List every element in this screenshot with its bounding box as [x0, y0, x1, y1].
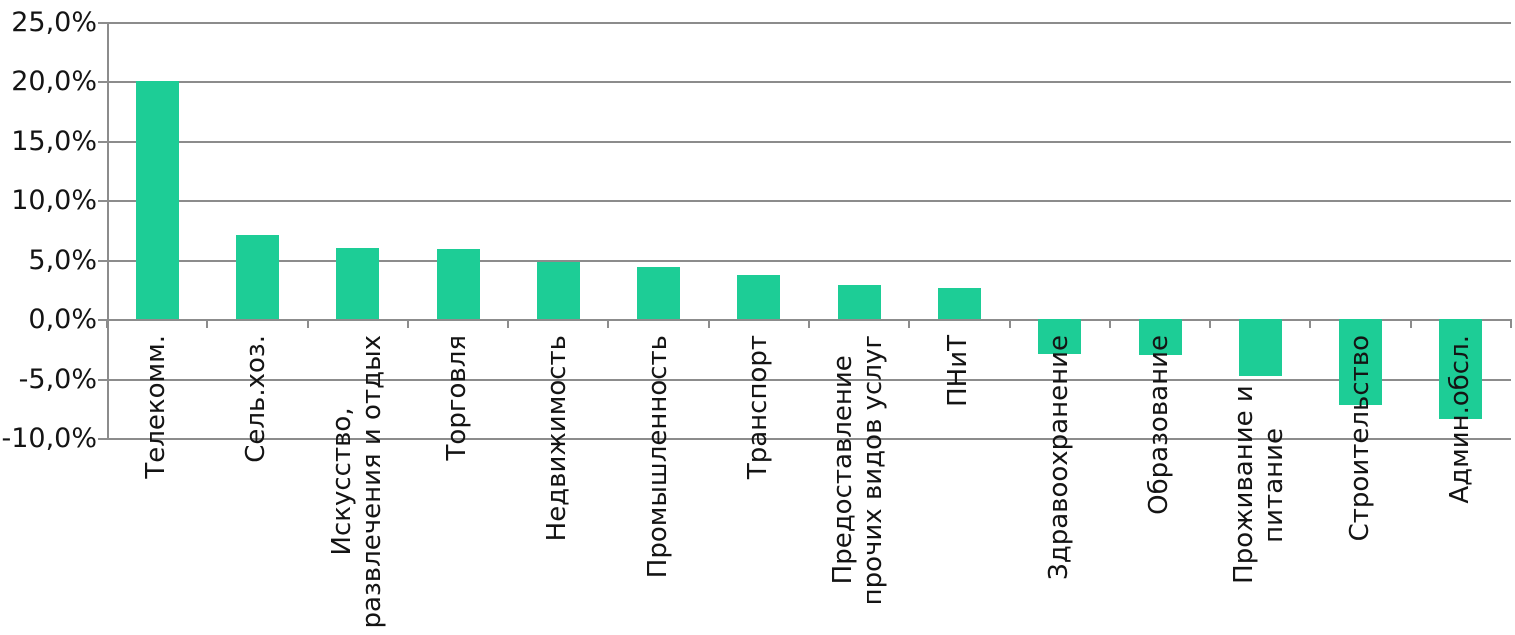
- bar: [937, 288, 981, 320]
- x-axis-tick: [507, 319, 510, 329]
- y-axis-tick-label: 5,0%: [28, 244, 97, 276]
- x-category-label: Транспорт: [742, 335, 773, 480]
- x-axis-tick: [106, 319, 108, 329]
- gridline: [107, 81, 1511, 84]
- y-axis-tick-label: 15,0%: [11, 125, 97, 157]
- x-category-label: Образование: [1144, 335, 1175, 515]
- bar: [436, 249, 480, 320]
- y-axis-tick: [98, 319, 107, 322]
- x-axis-tick: [1008, 319, 1011, 329]
- y-axis-tick-label: 0,0%: [28, 304, 97, 336]
- x-category-label: Проживание и питание: [1229, 385, 1290, 585]
- bar: [837, 284, 881, 320]
- gridline: [107, 200, 1511, 203]
- y-axis-tick-label: 25,0%: [11, 7, 97, 38]
- y-axis-tick: [98, 81, 107, 84]
- y-axis-line: [107, 22, 109, 440]
- gridline: [107, 140, 1511, 143]
- x-category-label: Телекомм.: [141, 335, 172, 479]
- x-axis-tick: [908, 319, 911, 329]
- x-category-label-cell: Админ.обсл.: [1411, 335, 1511, 635]
- bar: [1439, 319, 1483, 419]
- y-axis-tick-label: -5,0%: [18, 363, 97, 395]
- x-category-label-cell: Предоставление прочих видов услуг: [809, 335, 909, 635]
- x-category-label: Промышленность: [642, 335, 673, 579]
- y-axis-tick-label: 20,0%: [11, 66, 97, 98]
- x-axis-tick: [1510, 319, 1512, 329]
- x-category-label: Торговля: [442, 335, 473, 461]
- x-category-label-cell: Телекомм.: [107, 335, 207, 635]
- x-axis-tick: [607, 319, 610, 329]
- x-category-label: ПНиТ: [943, 335, 974, 408]
- x-axis-tick: [707, 319, 710, 329]
- bar: [336, 247, 380, 320]
- x-axis-tick: [808, 319, 810, 329]
- x-category-label-cell: Искусство, развлечения и отдых: [308, 335, 408, 635]
- y-axis-tick: [98, 259, 107, 262]
- bar: [1138, 319, 1182, 355]
- x-category-label-cell: Транспорт: [709, 335, 809, 635]
- gridline: [107, 378, 1511, 381]
- bar: [737, 275, 781, 320]
- bar: [235, 234, 279, 320]
- y-axis-tick: [98, 200, 107, 203]
- y-axis-tick-label: -10,0%: [1, 423, 97, 454]
- x-category-label: Искусство, развлечения и отдых: [326, 335, 387, 629]
- x-axis-tick: [306, 319, 309, 329]
- x-axis-tick: [1108, 319, 1111, 329]
- y-axis-tick: [98, 378, 107, 381]
- y-axis-tick-label: 10,0%: [11, 185, 97, 217]
- x-category-label: Предоставление прочих видов услуг: [828, 335, 889, 606]
- y-axis-tick: [98, 140, 107, 143]
- x-category-label-cell: Недвижимость: [508, 335, 608, 635]
- x-category-label-cell: Образование: [1110, 335, 1210, 635]
- x-category-label-cell: Строительство: [1310, 335, 1410, 635]
- bar: [637, 266, 681, 320]
- x-category-label-cell: Проживание и питание: [1210, 335, 1310, 635]
- x-category-label-cell: ПНиТ: [909, 335, 1009, 635]
- x-category-label: Сель.хоз.: [241, 335, 272, 463]
- x-axis-tick: [1409, 319, 1412, 329]
- x-category-label: Здравоохранение: [1043, 335, 1074, 581]
- x-category-label-cell: Здравоохранение: [1010, 335, 1110, 635]
- gridline: [107, 438, 1511, 440]
- x-category-label-cell: Сель.хоз.: [207, 335, 307, 635]
- x-category-label: Админ.обсл.: [1444, 335, 1475, 504]
- bar: [1339, 319, 1383, 405]
- x-axis-tick: [1309, 319, 1312, 329]
- y-axis-tick: [98, 22, 107, 24]
- x-category-label: Строительство: [1344, 335, 1375, 542]
- gridline: [107, 22, 1511, 24]
- x-axis-tick: [206, 319, 209, 329]
- gridline: [107, 259, 1511, 262]
- bar: [1238, 319, 1282, 377]
- x-axis-tick: [1209, 319, 1212, 329]
- x-category-label-cell: Промышленность: [608, 335, 708, 635]
- y-axis-tick: [98, 438, 107, 440]
- x-category-label: Недвижимость: [542, 335, 573, 542]
- x-category-label-cell: Торговля: [408, 335, 508, 635]
- x-axis-tick: [406, 319, 409, 329]
- bar: [1038, 319, 1082, 354]
- bar: [135, 81, 179, 320]
- bar: [536, 262, 580, 320]
